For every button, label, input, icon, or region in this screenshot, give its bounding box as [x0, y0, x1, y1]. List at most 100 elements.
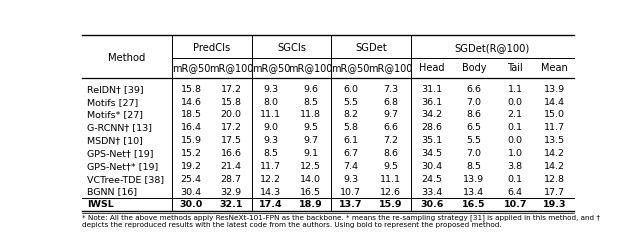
Text: 16.5: 16.5	[300, 187, 321, 197]
Text: 9.5: 9.5	[303, 123, 318, 132]
Text: 3.8: 3.8	[508, 162, 523, 171]
Text: 10.7: 10.7	[340, 187, 361, 197]
Text: 7.3: 7.3	[383, 85, 398, 94]
Text: SGDet: SGDet	[355, 43, 387, 53]
Text: 16.5: 16.5	[462, 200, 486, 209]
Text: G-RCNN† [13]: G-RCNN† [13]	[87, 123, 152, 132]
Text: 17.5: 17.5	[220, 136, 241, 145]
Text: 10.7: 10.7	[504, 200, 527, 209]
Text: 6.1: 6.1	[343, 136, 358, 145]
Text: 13.9: 13.9	[544, 85, 565, 94]
Text: mR@50: mR@50	[172, 63, 211, 73]
Text: 16.6: 16.6	[220, 149, 241, 158]
Text: GPS-Net†* [19]: GPS-Net†* [19]	[87, 162, 158, 171]
Text: 14.2: 14.2	[544, 149, 565, 158]
Text: 36.1: 36.1	[422, 98, 443, 107]
Text: SGCls: SGCls	[277, 43, 306, 53]
Text: 17.2: 17.2	[220, 123, 241, 132]
Text: 12.8: 12.8	[544, 175, 565, 184]
Text: 13.5: 13.5	[544, 136, 565, 145]
Text: 9.7: 9.7	[303, 136, 318, 145]
Text: 13.4: 13.4	[463, 187, 484, 197]
Text: 11.1: 11.1	[260, 110, 282, 120]
Text: 9.3: 9.3	[263, 136, 278, 145]
Text: 1.1: 1.1	[508, 85, 523, 94]
Text: mR@50: mR@50	[252, 63, 290, 73]
Text: 7.4: 7.4	[343, 162, 358, 171]
Text: 31.1: 31.1	[422, 85, 443, 94]
Text: 30.6: 30.6	[420, 200, 444, 209]
Text: 8.2: 8.2	[343, 110, 358, 120]
Text: 6.4: 6.4	[508, 187, 523, 197]
Text: 13.7: 13.7	[339, 200, 362, 209]
Text: 14.4: 14.4	[544, 98, 565, 107]
Text: Motifs [27]: Motifs [27]	[87, 98, 138, 107]
Text: 32.1: 32.1	[220, 200, 243, 209]
Text: Mean: Mean	[541, 63, 568, 73]
Text: 9.7: 9.7	[383, 110, 398, 120]
Text: 28.7: 28.7	[220, 175, 241, 184]
Text: 19.3: 19.3	[543, 200, 566, 209]
Text: 14.6: 14.6	[180, 98, 202, 107]
Text: PredCls: PredCls	[193, 43, 230, 53]
Text: 12.2: 12.2	[260, 175, 282, 184]
Text: 8.5: 8.5	[303, 98, 318, 107]
Text: 1.0: 1.0	[508, 149, 523, 158]
Text: 5.5: 5.5	[467, 136, 481, 145]
Text: 12.5: 12.5	[300, 162, 321, 171]
Text: 21.4: 21.4	[220, 162, 241, 171]
Text: 11.8: 11.8	[300, 110, 321, 120]
Text: Method: Method	[109, 53, 146, 63]
Text: Motifs* [27]: Motifs* [27]	[87, 110, 143, 120]
Text: Head: Head	[419, 63, 445, 73]
Text: 12.6: 12.6	[380, 187, 401, 197]
Text: SGDet(R@100): SGDet(R@100)	[454, 43, 530, 53]
Text: 6.6: 6.6	[467, 85, 481, 94]
Text: 30.4: 30.4	[180, 187, 202, 197]
Text: 7.0: 7.0	[467, 98, 481, 107]
Text: 8.0: 8.0	[264, 98, 278, 107]
Text: 34.2: 34.2	[422, 110, 443, 120]
Text: IWSL: IWSL	[87, 200, 114, 209]
Text: 9.3: 9.3	[263, 85, 278, 94]
Text: 9.6: 9.6	[303, 85, 318, 94]
Text: 9.3: 9.3	[343, 175, 358, 184]
Text: 9.0: 9.0	[264, 123, 278, 132]
Text: 6.8: 6.8	[383, 98, 398, 107]
Text: 16.4: 16.4	[180, 123, 202, 132]
Text: 15.2: 15.2	[180, 149, 202, 158]
Text: 14.3: 14.3	[260, 187, 282, 197]
Text: 0.0: 0.0	[508, 136, 523, 145]
Text: 9.1: 9.1	[303, 149, 318, 158]
Text: * Note: All the above methods apply ResNeXt-101-FPN as the backbone. * means the: * Note: All the above methods apply ResN…	[83, 214, 600, 228]
Text: 17.7: 17.7	[544, 187, 565, 197]
Text: 15.8: 15.8	[180, 85, 202, 94]
Text: 6.0: 6.0	[343, 85, 358, 94]
Text: RelDN† [39]: RelDN† [39]	[87, 85, 143, 94]
Text: 7.2: 7.2	[383, 136, 398, 145]
Text: BGNN [16]: BGNN [16]	[87, 187, 137, 197]
Text: 34.5: 34.5	[422, 149, 443, 158]
Text: 25.4: 25.4	[180, 175, 202, 184]
Text: 2.1: 2.1	[508, 110, 523, 120]
Text: MSDN† [10]: MSDN† [10]	[87, 136, 143, 145]
Text: 19.2: 19.2	[180, 162, 202, 171]
Text: mR@100: mR@100	[369, 63, 413, 73]
Text: 0.1: 0.1	[508, 123, 523, 132]
Text: Body: Body	[461, 63, 486, 73]
Text: 17.4: 17.4	[259, 200, 283, 209]
Text: 11.1: 11.1	[380, 175, 401, 184]
Text: GPS-Net† [19]: GPS-Net† [19]	[87, 149, 154, 158]
Text: VCTree-TDE [38]: VCTree-TDE [38]	[87, 175, 164, 184]
Text: 8.5: 8.5	[467, 162, 481, 171]
Text: 35.1: 35.1	[422, 136, 443, 145]
Text: 15.9: 15.9	[180, 136, 202, 145]
Text: Tail: Tail	[508, 63, 523, 73]
Text: 13.9: 13.9	[463, 175, 484, 184]
Text: mR@100: mR@100	[289, 63, 333, 73]
Text: 20.0: 20.0	[220, 110, 241, 120]
Text: 14.2: 14.2	[544, 162, 565, 171]
Text: 15.0: 15.0	[544, 110, 565, 120]
Text: 5.5: 5.5	[343, 98, 358, 107]
Text: 6.7: 6.7	[343, 149, 358, 158]
